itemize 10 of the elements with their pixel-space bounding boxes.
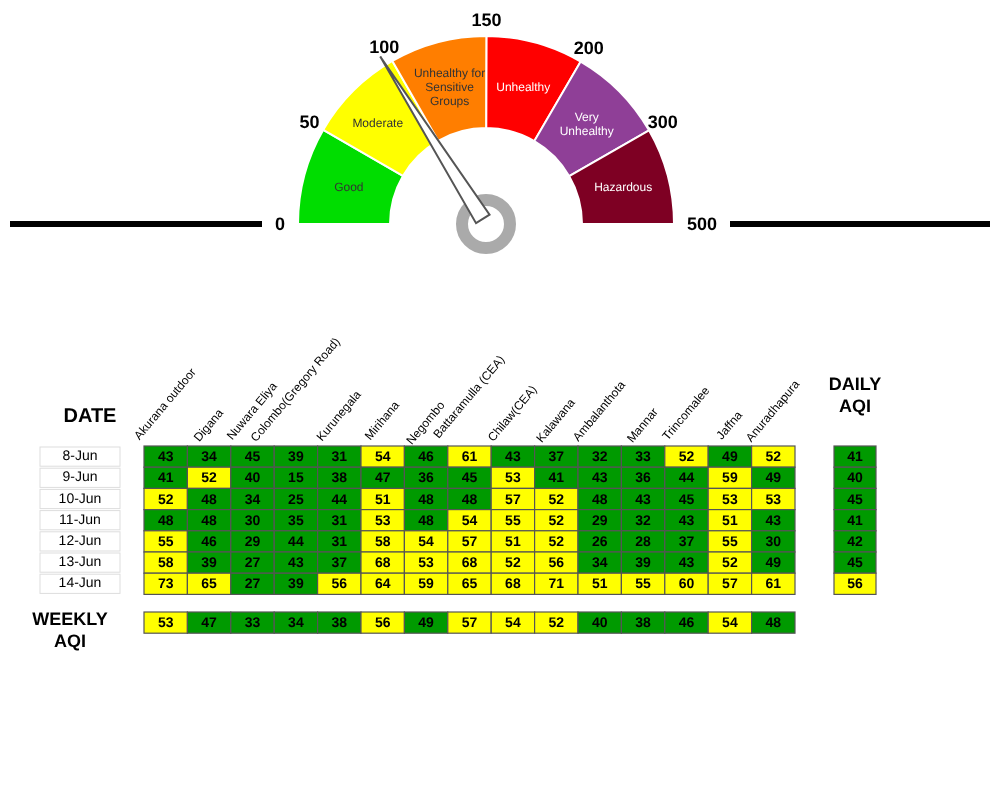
y-axis-title: DATE xyxy=(63,406,118,428)
y-tick-label: WEEKLY AQI xyxy=(32,608,108,651)
text: 0 xyxy=(274,214,286,234)
text: 500 xyxy=(686,214,718,234)
x-tick-label: DAILY AQI xyxy=(828,374,882,416)
text: 300 xyxy=(647,112,678,133)
text: 200 xyxy=(573,37,604,58)
text: 50 xyxy=(299,111,320,132)
text: 100 xyxy=(369,37,400,58)
text: 150 xyxy=(471,10,502,30)
